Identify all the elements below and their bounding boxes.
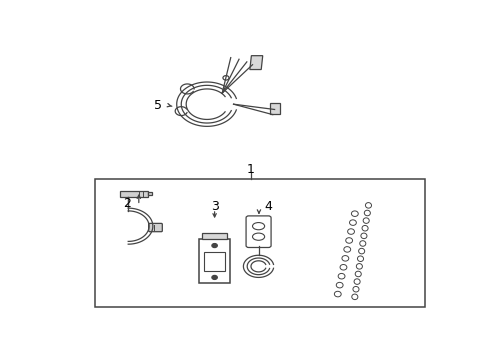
FancyBboxPatch shape (148, 223, 162, 232)
Ellipse shape (252, 222, 264, 230)
Ellipse shape (252, 233, 264, 240)
Circle shape (211, 275, 217, 279)
Text: 5: 5 (153, 99, 162, 112)
Bar (120, 191, 148, 197)
Bar (203, 252, 225, 270)
Bar (202, 233, 226, 239)
Polygon shape (249, 56, 262, 69)
Text: 3: 3 (210, 200, 218, 213)
Bar (148, 192, 152, 195)
Polygon shape (269, 103, 280, 114)
Text: 1: 1 (246, 163, 254, 176)
Circle shape (211, 244, 217, 247)
FancyBboxPatch shape (245, 216, 270, 247)
Text: 4: 4 (264, 200, 272, 213)
Text: 2: 2 (123, 197, 131, 210)
Bar (199, 239, 229, 283)
Bar (95, 179, 424, 307)
